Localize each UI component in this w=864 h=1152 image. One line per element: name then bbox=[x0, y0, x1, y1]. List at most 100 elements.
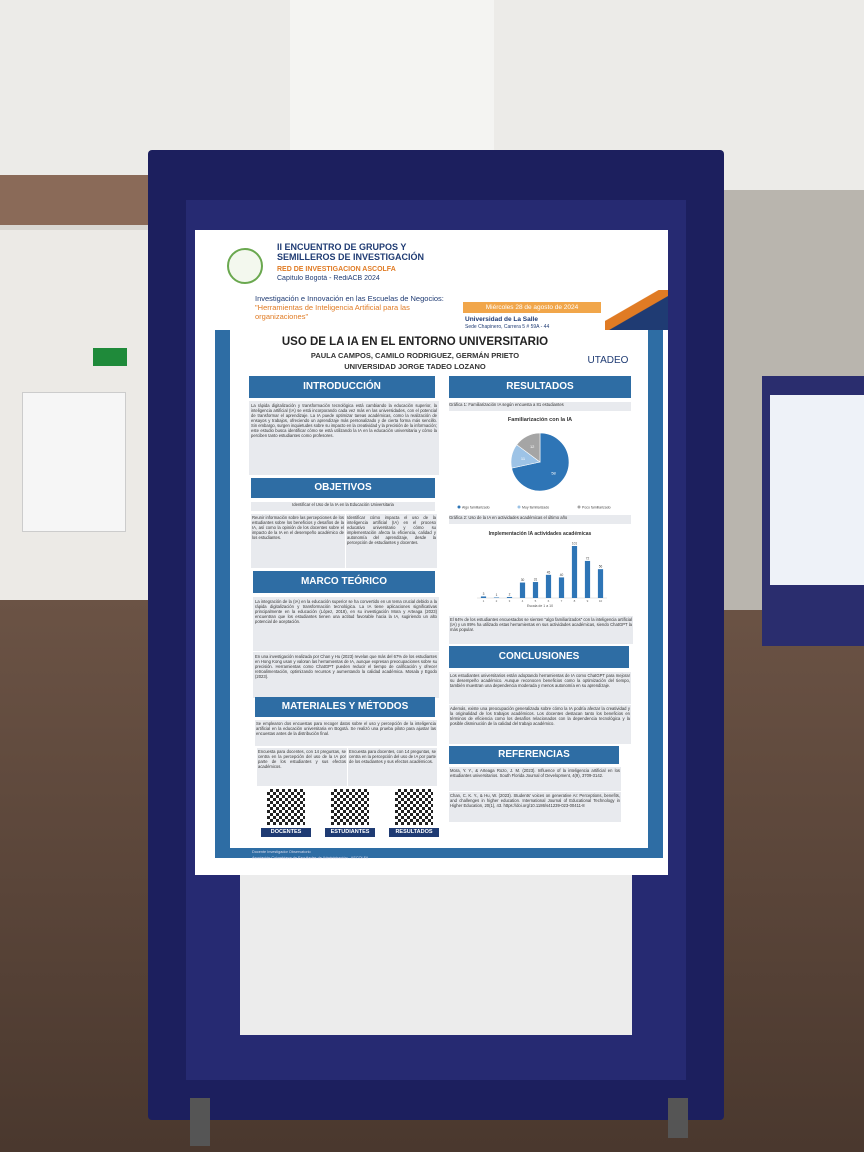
x-tick-label: 3 bbox=[509, 599, 511, 603]
bar-label: 72 bbox=[586, 556, 590, 560]
caster bbox=[668, 1098, 688, 1138]
bar-label: 1 bbox=[496, 593, 498, 597]
bar bbox=[519, 582, 526, 598]
background-poster bbox=[22, 392, 126, 532]
bar bbox=[480, 596, 487, 598]
qr-label: RESULTADOS bbox=[389, 828, 439, 837]
caster bbox=[190, 1098, 210, 1146]
bar bbox=[597, 569, 604, 598]
results-text: El 64% de los estudiantes encuestados se… bbox=[449, 616, 633, 644]
university: UNIVERSIDAD JORGE TADEO LOZANO bbox=[344, 362, 486, 371]
theme: Investigación e Innovación en las Escuel… bbox=[255, 294, 445, 321]
bar-label: 56 bbox=[599, 565, 603, 569]
general-objective: Identificar el Uso de la IA en la Educac… bbox=[251, 502, 435, 511]
bar-label: 2 bbox=[509, 592, 511, 596]
x-tick-label: 4 bbox=[522, 599, 524, 603]
pie-label: 12 bbox=[530, 444, 535, 449]
methods-text: Encuesta para docentes, con 14 preguntas… bbox=[348, 748, 437, 786]
section-heading: INTRODUCCIÓN bbox=[249, 376, 435, 398]
pie-label: 11 bbox=[521, 456, 526, 461]
legend-swatch bbox=[577, 505, 581, 509]
qr-code bbox=[265, 787, 307, 827]
pie-title: Familiarización con la IA bbox=[508, 417, 572, 423]
background-poster bbox=[770, 395, 864, 585]
section-heading: MATERIALES Y MÉTODOS bbox=[255, 697, 435, 717]
framework-text: La integración de la (IA) en la educació… bbox=[253, 597, 439, 651]
bar-label: 31 bbox=[534, 578, 538, 582]
event-title: II ENCUENTRO DE GRUPOS Y SEMILLEROS DE I… bbox=[277, 242, 425, 262]
legend-swatch bbox=[517, 505, 521, 509]
reference: Mora, Y. Y., & Arteaga Rozo, J. M. (2023… bbox=[449, 767, 621, 791]
bar bbox=[493, 597, 500, 598]
results-charts: Familiarización con la IA Implementación… bbox=[457, 417, 611, 608]
footer-org: Asociación Colombiana de Facultades de A… bbox=[252, 856, 369, 860]
bar bbox=[545, 574, 552, 598]
chapter: Capítulo Bogotá - RediACB 2024 bbox=[277, 275, 380, 282]
section-heading: CONCLUSIONES bbox=[449, 646, 629, 668]
footer-name: William Umar Rincón Baez bbox=[252, 843, 316, 849]
bar bbox=[584, 560, 591, 598]
column bbox=[290, 0, 494, 160]
section-heading: OBJETIVOS bbox=[251, 478, 435, 498]
section-heading: RESULTADOS bbox=[449, 376, 631, 398]
legend-label: Muy familiarizado bbox=[522, 506, 549, 510]
x-tick-label: 5 bbox=[535, 599, 537, 603]
x-tick-label: 9 bbox=[587, 599, 589, 603]
bar-label: 30 bbox=[521, 578, 525, 582]
exit-sign bbox=[93, 348, 127, 366]
theme-prefix: Investigación e Innovación en las Escuel… bbox=[255, 294, 444, 303]
utadeo-logo: UTADEO bbox=[587, 355, 629, 366]
conclusion-text: Los estudiantes universitarios están ado… bbox=[449, 672, 631, 704]
x-tick-label: 7 bbox=[561, 599, 563, 603]
qr-code bbox=[393, 787, 435, 827]
bar bbox=[558, 577, 565, 598]
theme-highlight: "Herramientas de Inteligencia Artificial… bbox=[255, 303, 410, 321]
methods-text: Encuesta para docentes, con 14 preguntas… bbox=[257, 748, 347, 786]
pie-label: 58 bbox=[551, 470, 556, 475]
footer-role: Docente Investigador Observatorio bbox=[252, 850, 311, 854]
legend-label: Algo familiarizado bbox=[462, 506, 490, 510]
bar-label: 40 bbox=[560, 573, 564, 577]
specific-objective: Reunir información sobre las percepcione… bbox=[251, 514, 345, 568]
x-tick-label: 8 bbox=[574, 599, 576, 603]
window bbox=[0, 175, 150, 225]
bar-label: 101 bbox=[572, 542, 578, 546]
section-heading: REFERENCIAS bbox=[449, 746, 619, 764]
pie-slice bbox=[516, 432, 541, 463]
section-heading: MARCO TEÓRICO bbox=[253, 571, 435, 593]
qr-label: DOCENTES bbox=[261, 828, 311, 837]
framework-text: En una investigación realizada por Chan … bbox=[253, 652, 439, 698]
x-tick-label: 2 bbox=[496, 599, 498, 603]
network: RED DE INVESTIGACIÓN ASCOLFA bbox=[277, 266, 396, 273]
bar-label: 3 bbox=[483, 592, 485, 596]
chart-caption: Gráfica 1: Familiarización IA según encu… bbox=[449, 402, 631, 411]
x-tick-label: 6 bbox=[548, 599, 550, 603]
methods-text: Se emplearon dos encuestas para recoger … bbox=[255, 720, 437, 746]
reference: Chan, C. K. Y., & Hu, W. (2023). Student… bbox=[449, 792, 621, 822]
conclusion-text: Además, existe una preocupación generali… bbox=[449, 705, 631, 744]
poster-title: USO DE LA IA EN EL ENTORNO UNIVERSITARIO bbox=[281, 336, 549, 348]
legend-label: Poco familiarizado bbox=[582, 506, 611, 510]
bar bbox=[571, 546, 578, 598]
x-tick-label: 1 bbox=[483, 599, 485, 603]
bar-title: Implementación IA actividades académicas bbox=[489, 531, 592, 537]
bar bbox=[532, 582, 539, 598]
date: Miércoles 28 de agosto de 2024 bbox=[463, 302, 601, 313]
bar-axis-label: Escala de 1 a 10 bbox=[527, 604, 553, 608]
bar-label: 45 bbox=[547, 570, 551, 574]
intro-text: La rápida digitalización y transformació… bbox=[249, 401, 439, 475]
chart-caption: Gráfica 2: Uso de la IA en actividades a… bbox=[449, 515, 631, 524]
corner-decoration bbox=[605, 290, 668, 330]
event-logo bbox=[227, 248, 263, 284]
specific-objective: Identificar cómo impacta el uso de la in… bbox=[346, 514, 437, 568]
x-tick-label: 10 bbox=[599, 599, 603, 603]
legend-swatch bbox=[457, 505, 461, 509]
authors: PAULA CAMPOS, CAMILO RODRIGUEZ, GERMÁN P… bbox=[310, 351, 520, 360]
qr-code bbox=[329, 787, 371, 827]
qr-label: ESTUDIANTES bbox=[325, 828, 375, 837]
address: Sede Chapinero, Carrera 5 # 59A - 44 bbox=[465, 324, 550, 330]
bar bbox=[506, 596, 513, 598]
venue: Universidad de La Salle bbox=[465, 316, 538, 323]
stand-panel bbox=[240, 860, 632, 1035]
